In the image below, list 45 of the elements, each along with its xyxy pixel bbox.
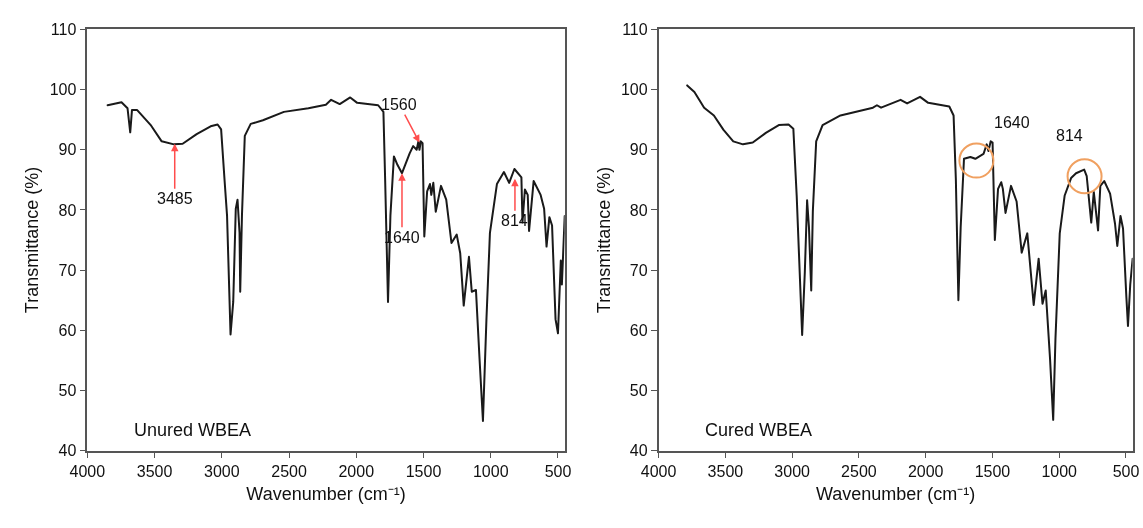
annotation: 1560 [381, 96, 417, 113]
x-tick-label: 3500 [707, 463, 744, 481]
x-tick-label: 1000 [1041, 463, 1078, 481]
y-tick-label: 60 [629, 321, 648, 339]
x-tick-label: 2000 [907, 463, 944, 481]
y-tick-label: 80 [629, 201, 648, 219]
y-tick-label: 40 [629, 442, 648, 460]
y-axis-title: Transmittance (%) [22, 166, 43, 314]
y-tick-label: 80 [58, 201, 77, 219]
y-tick-label: 100 [49, 81, 77, 99]
x-tick-label: 500 [1112, 463, 1140, 481]
x-tick-label: 1500 [405, 463, 442, 481]
y-tick-label: 110 [622, 21, 648, 39]
y-tick-label: 50 [629, 381, 648, 399]
y-tick-label: 40 [58, 442, 77, 460]
x-tick-label: 1000 [472, 463, 509, 481]
x-tick-label: 4000 [69, 463, 106, 481]
x-tick-label: 2000 [338, 463, 375, 481]
annotation: Cured WBEA [705, 420, 813, 440]
annotation: Unured WBEA [134, 420, 252, 440]
annotation: 814 [1056, 127, 1083, 144]
x-tick-label: 2500 [841, 463, 877, 481]
annotation: 814 [501, 212, 528, 229]
y-tick-label: 70 [58, 261, 77, 279]
x-tick-label: 4000 [640, 463, 677, 481]
y-tick-label: 90 [629, 141, 648, 159]
annotation: 1640 [994, 114, 1030, 131]
x-tick-label: 3500 [136, 463, 173, 481]
x-tick-label: 3000 [774, 463, 811, 481]
x-tick-label: 500 [544, 463, 572, 481]
y-tick-label: 50 [58, 381, 77, 399]
line-series [106, 96, 565, 423]
y-tick-label: 60 [58, 321, 77, 339]
x-tick-label: 2500 [271, 463, 307, 481]
y-tick-label: 90 [58, 141, 77, 159]
annotation: 3485 [157, 190, 193, 207]
y-tick-label: 110 [50, 21, 77, 39]
x-axis-title: Wavenumber (cm⁻¹) [246, 484, 406, 505]
y-tick-label: 100 [620, 81, 648, 99]
y-axis-title: Transmittance (%) [593, 166, 614, 314]
x-axis-title: Wavenumber (cm⁻¹) [815, 484, 976, 505]
x-tick-label: 3000 [203, 463, 240, 481]
line-series [686, 84, 1133, 421]
x-tick-label: 1500 [974, 463, 1011, 481]
y-tick-label: 70 [629, 261, 648, 279]
